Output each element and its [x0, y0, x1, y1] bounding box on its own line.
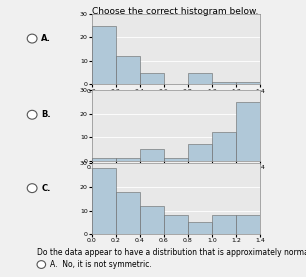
Text: A.: A. [41, 34, 51, 43]
Bar [116, 192, 140, 234]
Bar [116, 56, 140, 84]
Bar [116, 158, 140, 161]
Bar [92, 168, 116, 234]
Bar [236, 102, 260, 161]
Bar [188, 73, 212, 84]
Bar [236, 215, 260, 234]
Text: B.: B. [41, 110, 51, 119]
Bar [212, 82, 236, 84]
Bar [164, 158, 188, 161]
Bar [92, 158, 116, 161]
Bar [92, 26, 116, 84]
Bar [236, 82, 260, 84]
Bar [188, 222, 212, 234]
Bar [212, 215, 236, 234]
Text: Do the data appear to have a distribution that is approximately normal?: Do the data appear to have a distributio… [37, 248, 306, 257]
Bar [140, 73, 164, 84]
Bar [188, 144, 212, 161]
Text: A.  No, it is not symmetric.: A. No, it is not symmetric. [50, 260, 152, 269]
Text: C.: C. [41, 184, 51, 193]
Text: Choose the correct histogram below.: Choose the correct histogram below. [92, 7, 258, 16]
Bar [140, 149, 164, 161]
Bar [164, 215, 188, 234]
Bar [140, 206, 164, 234]
Bar [212, 132, 236, 161]
